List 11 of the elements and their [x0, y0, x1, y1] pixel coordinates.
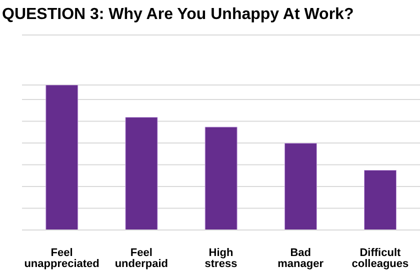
chart-title: QUESTION 3: Why Are You Unhappy At Work? — [1, 5, 355, 25]
x-tick-label: Bad manager — [278, 246, 324, 270]
x-tick-label: High stress — [204, 246, 238, 270]
bar — [364, 170, 397, 230]
bar — [204, 126, 238, 230]
x-tick-label: Feel underpaid — [114, 246, 168, 270]
bar — [46, 85, 78, 230]
bar — [284, 143, 317, 230]
x-tick-label: Feel unappreciated — [24, 246, 100, 270]
x-tick-label: Difficult colleagues — [352, 246, 409, 270]
bar — [125, 117, 158, 230]
